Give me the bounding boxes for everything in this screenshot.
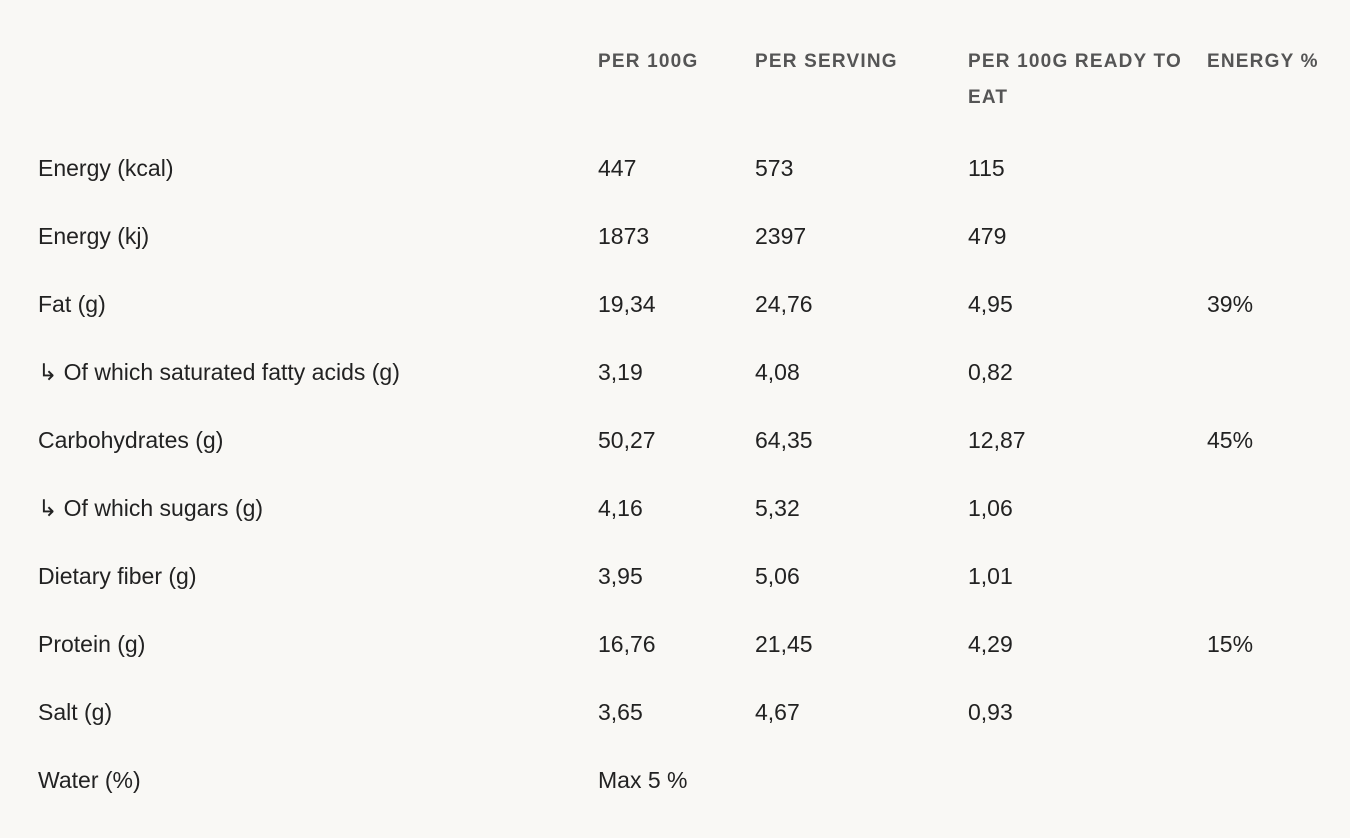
row-label: Salt (g) xyxy=(38,699,113,725)
cell: 4,67 xyxy=(755,699,800,725)
cell: 64,35 xyxy=(755,427,813,453)
cell: 4,29 xyxy=(968,631,1013,657)
cell: 15% xyxy=(1207,631,1254,657)
cell: 45% xyxy=(1207,427,1254,453)
cell: 50,27 xyxy=(598,427,656,453)
cell: 1,01 xyxy=(968,563,1013,589)
row-label: Dietary fiber (g) xyxy=(38,563,197,589)
cell: 573 xyxy=(755,155,794,181)
cell: 447 xyxy=(598,155,637,181)
cell: 0,82 xyxy=(968,359,1013,385)
cell: 4,16 xyxy=(598,495,643,521)
cell: 12,87 xyxy=(968,427,1026,453)
cell: 16,76 xyxy=(598,631,656,657)
cell: 115 xyxy=(968,155,1005,181)
row-label: Energy (kj) xyxy=(38,223,150,249)
cell: 3,19 xyxy=(598,359,643,385)
cell: 4,95 xyxy=(968,291,1013,317)
cell: 4,08 xyxy=(755,359,800,385)
cell: 3,95 xyxy=(598,563,643,589)
cell: Max 5 % xyxy=(598,767,688,793)
row-label: Energy (kcal) xyxy=(38,155,174,181)
row-label: Water (%) xyxy=(38,767,141,793)
cell: 19,34 xyxy=(598,291,656,317)
cell: 5,32 xyxy=(755,495,800,521)
row-label: Carbohydrates (g) xyxy=(38,427,224,453)
cell: 2397 xyxy=(755,223,807,249)
cell: 1,06 xyxy=(968,495,1013,521)
column-header: PER SERVING xyxy=(755,51,898,72)
cell: 21,45 xyxy=(755,631,813,657)
column-header: PER 100G READY TO EAT xyxy=(968,51,1182,108)
cell: 24,76 xyxy=(755,291,813,317)
cell: 1873 xyxy=(598,223,650,249)
cell: 39% xyxy=(1207,291,1254,317)
cell: 3,65 xyxy=(598,699,643,725)
cell: 479 xyxy=(968,223,1007,249)
column-header: ENERGY % xyxy=(1207,51,1319,72)
row-label: Fat (g) xyxy=(38,291,106,317)
cell: 0,93 xyxy=(968,699,1013,725)
cell: 5,06 xyxy=(755,563,800,589)
row-label: Protein (g) xyxy=(38,631,146,657)
column-header: PER 100G xyxy=(598,51,699,72)
row-label: ↳ Of which sugars (g) xyxy=(38,495,264,521)
row-label: ↳ Of which saturated fatty acids (g) xyxy=(38,359,400,385)
